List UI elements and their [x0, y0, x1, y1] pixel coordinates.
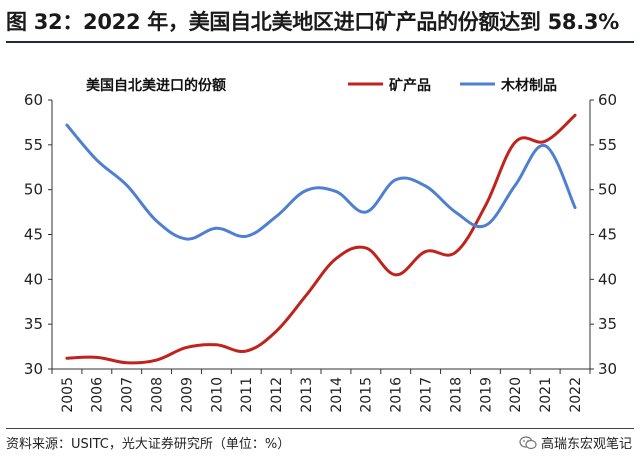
figure-title: 图 32：2022 年，美国自北美地区进口矿产品的份额达到 58.3%: [6, 10, 619, 34]
y-tick-label-right: 45: [598, 226, 617, 244]
x-tick-label: 2007: [120, 377, 136, 413]
wechat-icon: [519, 435, 537, 449]
x-tick-label: 2010: [209, 377, 225, 413]
x-tick-label: 2016: [389, 377, 405, 413]
x-tick-label: 2005: [60, 377, 76, 413]
x-tick-label: 2006: [90, 377, 106, 413]
series-line-wood: [65, 123, 577, 241]
x-tick-label: 2012: [269, 377, 285, 413]
title-rule: [6, 41, 634, 43]
brand: 高瑞东宏观笔记: [519, 433, 632, 452]
y-tick-label-left: 60: [24, 91, 43, 109]
axes: 30 35 40 45 50 55 60 30 35 40 45 50 55 60 2005 2006 2007…: [24, 91, 617, 413]
x-tick-label: 2011: [239, 377, 255, 413]
series-line-mineral: [65, 113, 577, 365]
y-tick-label-right: 40: [598, 270, 617, 288]
x-tick-label: 2022: [568, 377, 584, 413]
source-note: 资料来源：USITC，光大证券研究所（单位：%）: [6, 437, 291, 452]
y-tick-label-left: 45: [24, 226, 43, 244]
y-tick-label-left: 50: [24, 181, 43, 199]
x-tick-label: 2014: [329, 377, 345, 413]
x-tick-label: 2013: [299, 377, 315, 413]
legend-label-mineral: 矿产品: [389, 77, 431, 94]
y-tick-label-right: 50: [598, 181, 617, 199]
x-tick-label: 2020: [508, 377, 524, 413]
y-tick-label-left: 55: [24, 136, 43, 154]
x-tick-label: 2021: [538, 377, 554, 413]
y-tick-label-left: 30: [24, 360, 43, 378]
series-layer: [65, 113, 577, 365]
legend: 矿产品 木材制品: [348, 77, 557, 94]
y-tick-label-left: 35: [24, 315, 43, 333]
footer-rule: [6, 428, 634, 429]
x-tick-label: 2008: [150, 377, 166, 413]
y-tick-label-left: 40: [24, 270, 43, 288]
y-tick-label-right: 60: [598, 91, 617, 109]
x-tick-label: 2018: [448, 377, 464, 413]
y-tick-label-right: 55: [598, 136, 617, 154]
legend-label-wood: 木材制品: [500, 77, 557, 94]
x-tick-label: 2017: [419, 377, 435, 413]
x-tick-label: 2019: [478, 377, 494, 413]
x-tick-label: 2009: [179, 377, 195, 413]
y-tick-label-right: 35: [598, 315, 617, 333]
y-tick-label-right: 30: [598, 360, 617, 378]
brand-text: 高瑞东宏观笔记: [540, 437, 632, 452]
x-tick-label: 2015: [359, 377, 375, 413]
chart-title: 美国自北美进口的份额: [86, 77, 226, 94]
